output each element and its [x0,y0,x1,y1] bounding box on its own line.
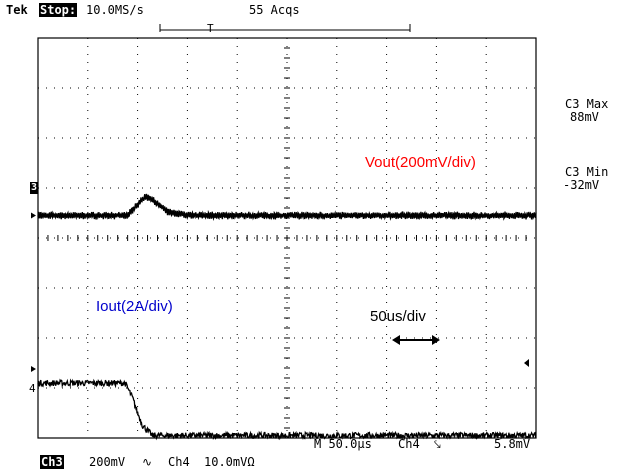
timebase-readout: M 50.0µs [314,437,372,451]
ch3-scale: 200mV [89,455,126,469]
brand-label: Tek [6,3,28,17]
ch4-scale: 10.0mVΩ [204,455,255,469]
c3-max-label: C3 Max [565,97,609,111]
c3-max-value: 88mV [570,110,599,124]
acquisition-count: 55 Acqs [249,3,300,17]
acquisition-state-badge: Stop: [39,3,78,17]
ch4-ground-arrow [31,366,36,372]
trigger-level-arrow [524,359,529,367]
ch3-ground-marker: 3 [30,182,39,194]
vout-annotation: Vout(200mV/div) [365,154,476,171]
traces [37,193,537,441]
grid [37,37,537,439]
trigger-position-marker: T [207,22,214,35]
timebase-annotation: 50us/div [370,308,426,325]
marks [31,24,529,372]
trace-vout [37,193,537,222]
ch3-coupling-icon: ∿ [142,455,153,469]
iout-annotation: Iout(2A/div) [96,298,173,315]
ch3-ground-arrow [31,212,36,219]
ch3-badge: Ch3 [40,455,64,469]
trigger-level: 5.8mV [494,437,531,451]
trigger-source: Ch4 [398,437,420,451]
trace-iout [37,378,537,441]
trigger-slope-icon: ⤥ [434,437,441,451]
time-arrow-right-head [432,335,440,345]
ch4-label: Ch4 [168,455,190,469]
time-arrow-left-head [392,335,400,345]
c3-min-value: -32mV [563,178,600,192]
c3-min-label: C3 Min [565,165,609,179]
sample-rate: 10.0MS/s [86,3,144,17]
ch4-ground-marker: 4 [29,382,36,395]
